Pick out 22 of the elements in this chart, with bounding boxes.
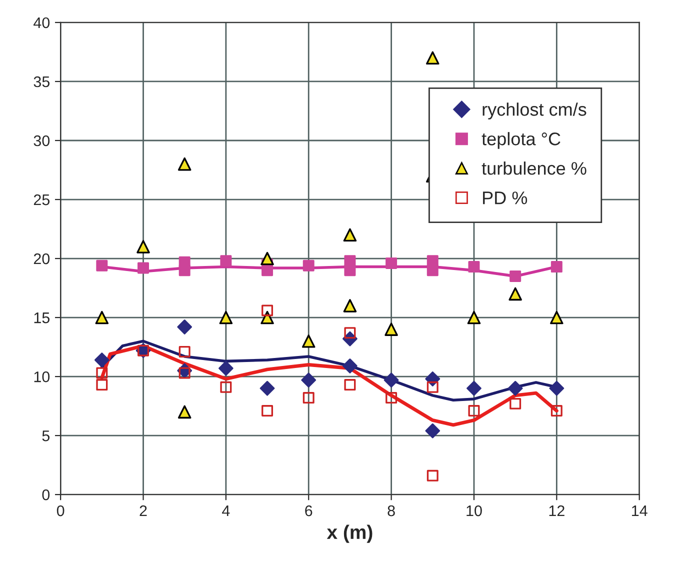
x-axis-title: x (m) xyxy=(326,524,372,543)
y-tick-label: 5 xyxy=(42,430,50,442)
y-tick-label: 20 xyxy=(34,253,50,264)
y-tick-label: 10 xyxy=(34,371,50,382)
x-tick-label: 4 xyxy=(222,506,230,516)
legend-label: PD % xyxy=(483,192,528,204)
x-tick-label: 10 xyxy=(466,505,482,516)
x-tick-label: 6 xyxy=(305,505,312,516)
legend-label: turbulence % xyxy=(482,162,586,175)
y-tick-label: 15 xyxy=(34,312,50,324)
y-tick-label: 30 xyxy=(34,135,50,146)
x-tick-label: 12 xyxy=(549,505,564,516)
legend-label: rychlost cm/s xyxy=(482,102,586,120)
y-tick-label: 25 xyxy=(34,194,50,206)
x-tick-label: 8 xyxy=(388,505,395,516)
y-tick-label: 40 xyxy=(34,17,50,28)
x-tick-label: 2 xyxy=(140,505,147,516)
x-tick-label: 14 xyxy=(632,506,648,516)
x-tick-label: 0 xyxy=(56,505,64,516)
y-tick-label: 0 xyxy=(42,489,50,500)
y-tick-label: 35 xyxy=(34,76,50,88)
legend-label: teplota °C xyxy=(482,132,560,149)
